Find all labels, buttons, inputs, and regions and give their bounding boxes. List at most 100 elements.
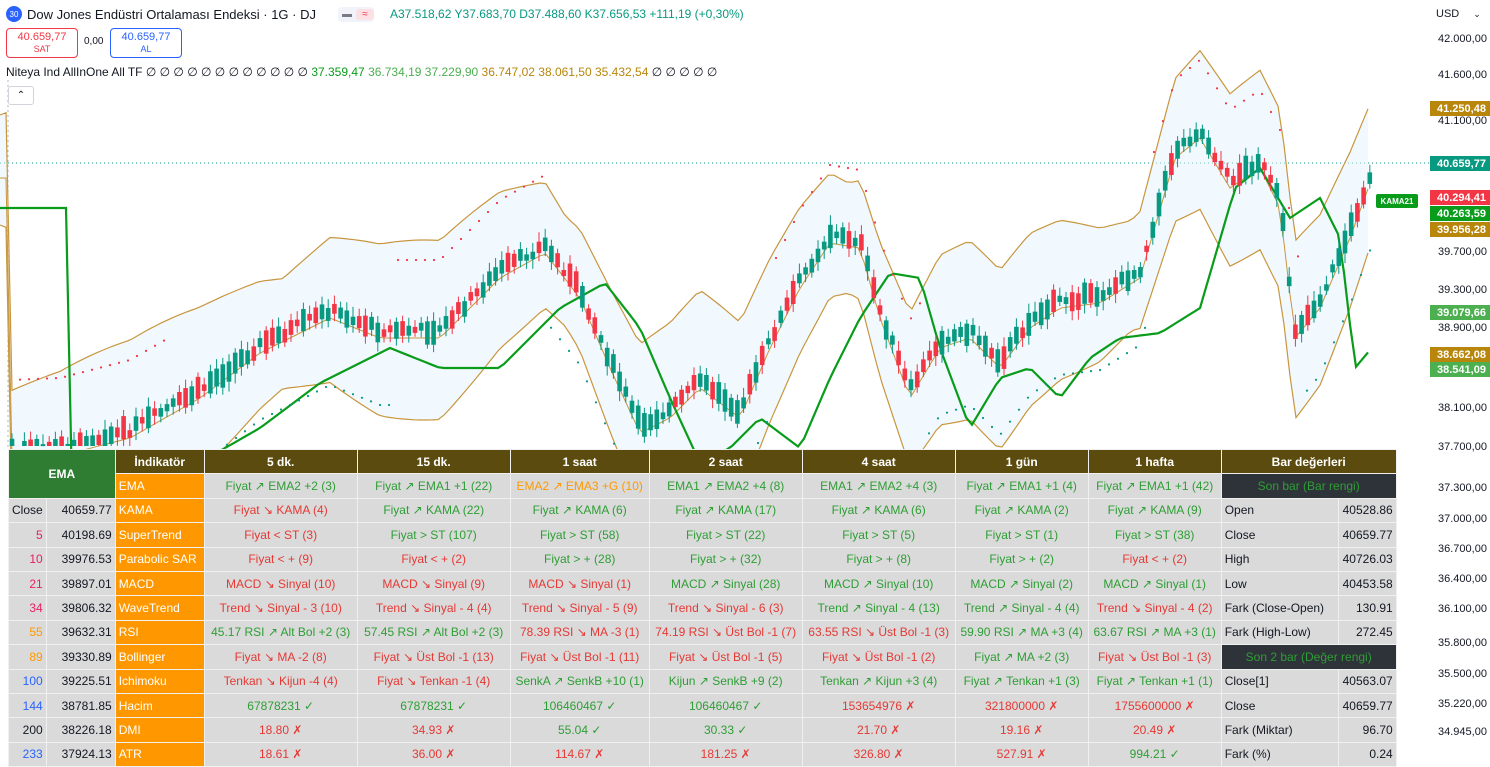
candle-body	[952, 329, 957, 342]
bar-value: 40659.77	[1337, 522, 1397, 548]
indicator-name: RSI	[114, 619, 205, 646]
psar-dot	[279, 408, 283, 411]
candle-body	[567, 263, 573, 287]
candle-body	[1026, 312, 1032, 336]
candle-body	[1330, 264, 1335, 273]
candle-body	[995, 349, 1001, 373]
psar-dot	[288, 403, 292, 407]
psar-dot	[540, 175, 544, 178]
candle-body	[964, 323, 970, 346]
candle-body	[877, 305, 883, 315]
candle-body	[1169, 153, 1174, 175]
signal-cell: Fiyat < + (2)	[1087, 546, 1222, 572]
candle-body	[635, 405, 641, 429]
currency-select[interactable]: USD ⌄	[1430, 4, 1488, 24]
bollinger-fill	[0, 50, 1368, 525]
candle-body	[859, 234, 864, 251]
bar-value: 40528.86	[1337, 497, 1397, 524]
psar-dot	[522, 185, 526, 188]
candle-body	[1144, 245, 1149, 252]
psar-dot	[792, 220, 796, 224]
candle-body	[1181, 137, 1187, 147]
psar-dot	[1260, 92, 1264, 96]
candle-body	[1293, 324, 1298, 339]
bar-values-header: Bar değerleri	[1220, 448, 1397, 475]
psar-dot	[1017, 408, 1021, 411]
ema-header: EMA	[8, 449, 116, 499]
bar-label: Fark (High-Low)	[1220, 619, 1339, 646]
candle-body	[629, 400, 635, 413]
psar-dot	[1215, 87, 1219, 90]
signal-cell: Fiyat ↘ Tenkan -1 (4)	[356, 668, 511, 694]
candle-body	[1311, 300, 1317, 319]
candle-body	[9, 438, 15, 446]
candle-body	[1119, 271, 1125, 285]
sell-button[interactable]: 40.659,77 SAT	[6, 28, 78, 58]
sell-price: 40.659,77	[17, 31, 67, 43]
signal-cell: Fiyat > ST (22)	[648, 522, 803, 548]
candle-body	[828, 224, 833, 249]
psar-dot	[1098, 368, 1102, 372]
candle-body	[685, 385, 691, 394]
psar-dot	[261, 417, 265, 420]
psar-dot	[1332, 341, 1336, 344]
psar-dot	[36, 377, 40, 380]
price-label: 40.659,77	[1430, 156, 1490, 171]
indicator-name: WaveTrend	[114, 595, 205, 621]
symbol-title[interactable]: Dow Jones Endüstri Ortalaması Endeksi · …	[27, 6, 316, 22]
candle-body	[96, 434, 102, 446]
table-row: 21 39897.01 MACD MACD ↘ Sinyal (10) MACD ↘ S…	[8, 570, 1397, 597]
psar-dot	[918, 302, 922, 305]
candle-body	[394, 321, 399, 339]
candle-body	[1243, 155, 1249, 180]
signal-cell: Fiyat ↗ Tenkan +1 (1)	[1087, 668, 1222, 694]
signal-cell: Fiyat > ST (38)	[1087, 522, 1222, 548]
bollinger-upper	[0, 49, 1369, 392]
signal-cell: Tenkan ↘ Kijun -4 (4)	[203, 668, 358, 694]
candle-body	[759, 345, 765, 366]
signal-cell: 106460467 ✓	[648, 692, 803, 719]
signal-cell: Trend ↘ Sinyal - 4 (4)	[356, 595, 511, 621]
kama-line	[0, 166, 1369, 490]
psar-dot	[450, 246, 454, 250]
indicator-v5: 38.061,50	[538, 65, 592, 79]
candle-body	[115, 427, 120, 438]
psar-dot	[1251, 93, 1255, 96]
candle-body	[1088, 283, 1094, 303]
psar-dot	[45, 377, 49, 380]
psar-dot	[1341, 320, 1345, 323]
candle-body	[983, 335, 988, 357]
psar-dot	[864, 189, 868, 193]
signal-cell: 994.21 ✓	[1087, 741, 1222, 767]
buy-button[interactable]: 40.659,77 AL	[110, 28, 182, 58]
indicator-header: İndikatör	[114, 448, 205, 475]
collapse-legend-button[interactable]: ⌃	[8, 86, 34, 105]
price-tick: 34.945,00	[1438, 726, 1487, 738]
ema-period: 144	[8, 692, 47, 719]
psar-dot	[774, 256, 778, 260]
indicator-legend[interactable]: Niteya Ind AllInOne All TF ∅ ∅ ∅ ∅ ∅ ∅ ∅…	[6, 65, 717, 79]
signal-cell: Fiyat ↘ Üst Bol -1 (2)	[801, 644, 956, 670]
compare-toggle[interactable]: ▬ ≈	[338, 6, 374, 22]
indicator-name: Bollinger	[114, 644, 205, 670]
price-tick: 41.100,00	[1438, 115, 1487, 127]
psar-dot	[1008, 420, 1012, 423]
candle-body	[1317, 294, 1323, 307]
candle-body	[1082, 282, 1087, 304]
candle-body	[834, 231, 839, 239]
signal-cell: 153654976 ✗	[801, 692, 956, 719]
ema-value: 39806.32	[45, 595, 116, 621]
candle-body	[1007, 337, 1013, 352]
candle-body	[753, 362, 759, 383]
candle-body	[443, 316, 449, 329]
signal-cell: Fiyat < ST (3)	[203, 522, 358, 548]
symbol-header: 30 Dow Jones Endüstri Ortalaması Endeksi…	[6, 5, 744, 23]
candle-body	[958, 326, 963, 337]
psar-dot	[819, 177, 823, 180]
price-label: 38.541,09	[1430, 362, 1490, 377]
price-tick: 39.700,00	[1438, 246, 1487, 258]
psar-dot	[504, 195, 508, 198]
psar-dot	[1116, 357, 1120, 360]
ema-period: 10	[8, 546, 47, 572]
